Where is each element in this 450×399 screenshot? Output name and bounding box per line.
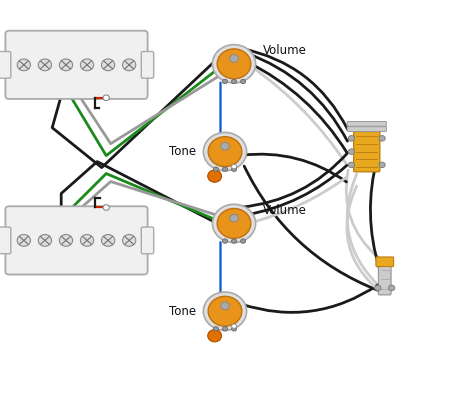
FancyBboxPatch shape: [354, 132, 380, 172]
Circle shape: [348, 162, 355, 168]
Circle shape: [103, 95, 109, 101]
FancyBboxPatch shape: [347, 121, 387, 126]
Circle shape: [222, 239, 227, 243]
Circle shape: [231, 79, 237, 84]
Circle shape: [232, 327, 237, 331]
Circle shape: [388, 285, 395, 291]
Circle shape: [230, 55, 238, 62]
Circle shape: [101, 59, 115, 71]
Circle shape: [375, 285, 381, 291]
Text: Volume: Volume: [263, 203, 307, 217]
FancyBboxPatch shape: [5, 31, 148, 99]
Circle shape: [101, 235, 115, 246]
Text: Tone: Tone: [169, 305, 196, 318]
Circle shape: [220, 142, 230, 150]
Circle shape: [231, 239, 237, 243]
Circle shape: [379, 162, 385, 168]
Circle shape: [203, 292, 247, 330]
FancyBboxPatch shape: [0, 227, 11, 254]
Circle shape: [217, 209, 251, 238]
Circle shape: [232, 324, 237, 328]
Circle shape: [81, 59, 94, 71]
Circle shape: [17, 59, 31, 71]
Circle shape: [122, 59, 136, 71]
Circle shape: [208, 296, 242, 326]
Circle shape: [59, 235, 72, 246]
Circle shape: [81, 235, 94, 246]
Circle shape: [217, 49, 251, 79]
Circle shape: [230, 214, 238, 222]
Circle shape: [222, 327, 228, 331]
FancyBboxPatch shape: [141, 51, 154, 78]
Circle shape: [222, 79, 227, 84]
Circle shape: [213, 167, 218, 172]
FancyBboxPatch shape: [5, 206, 148, 275]
FancyBboxPatch shape: [141, 227, 154, 254]
FancyBboxPatch shape: [376, 257, 394, 267]
Circle shape: [222, 167, 228, 172]
Circle shape: [232, 167, 237, 172]
Circle shape: [208, 330, 221, 342]
Circle shape: [348, 136, 355, 141]
Circle shape: [232, 164, 237, 169]
Circle shape: [241, 79, 246, 84]
Circle shape: [348, 149, 355, 154]
Text: Tone: Tone: [169, 145, 196, 158]
Circle shape: [38, 59, 52, 71]
Text: Volume: Volume: [263, 44, 307, 57]
Circle shape: [122, 235, 136, 246]
Circle shape: [38, 235, 52, 246]
Circle shape: [212, 204, 256, 243]
Circle shape: [17, 235, 31, 246]
Circle shape: [208, 170, 221, 182]
Circle shape: [220, 302, 230, 310]
FancyBboxPatch shape: [347, 127, 387, 132]
Circle shape: [241, 239, 246, 243]
FancyBboxPatch shape: [378, 264, 391, 295]
Circle shape: [103, 205, 109, 210]
Circle shape: [208, 137, 242, 166]
Circle shape: [379, 136, 385, 141]
Circle shape: [59, 59, 72, 71]
Circle shape: [212, 45, 256, 83]
FancyBboxPatch shape: [0, 51, 11, 78]
Circle shape: [213, 327, 218, 331]
Circle shape: [203, 132, 247, 171]
